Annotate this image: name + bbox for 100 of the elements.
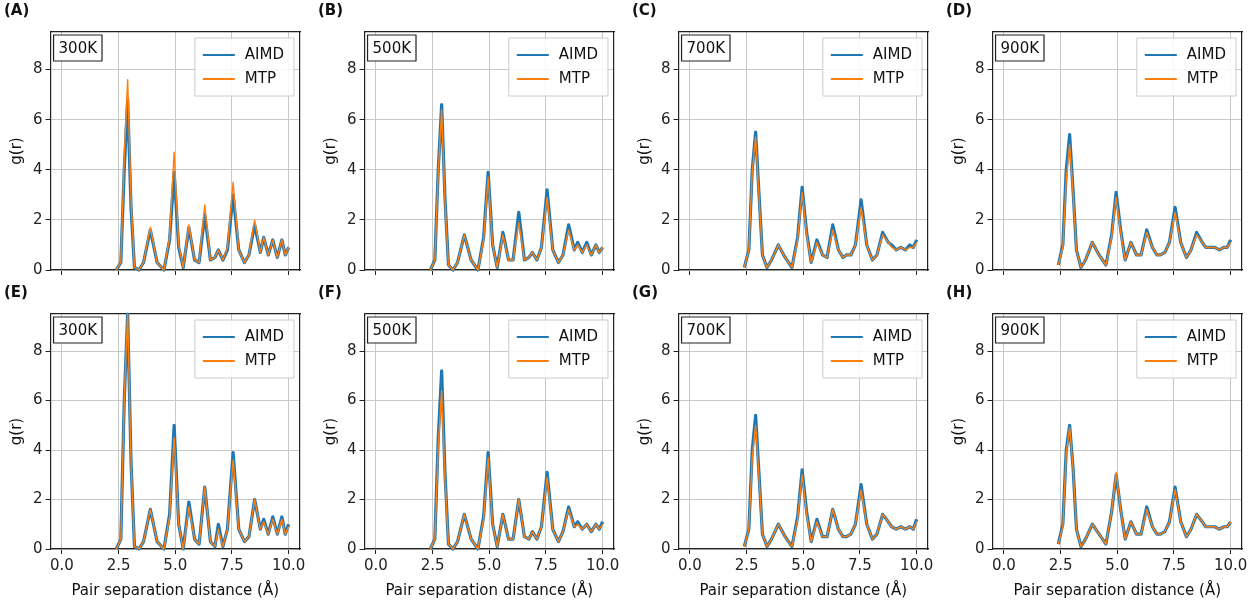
x-axis-title: Pair separation distance (Å) bbox=[699, 579, 908, 599]
y-tick-label: 4 bbox=[33, 439, 43, 458]
y-tick-label: 0 bbox=[661, 538, 671, 557]
annotation: 500K bbox=[372, 38, 413, 57]
x-tick-label: 7.5 bbox=[1162, 555, 1186, 574]
legend-label: AIMD bbox=[558, 326, 599, 345]
y-axis-title: g(r) bbox=[634, 137, 653, 165]
x-tick-label: 2.5 bbox=[734, 555, 759, 574]
legend-label: MTP bbox=[244, 68, 276, 87]
annotation: 700K bbox=[686, 38, 727, 57]
y-tick-label: 2 bbox=[975, 489, 985, 508]
chart-title: (G) bbox=[632, 282, 659, 301]
x-axis-title: Pair separation distance (Å) bbox=[71, 579, 280, 599]
y-tick-label: 8 bbox=[347, 341, 357, 359]
x-tick-label: 7.5 bbox=[534, 555, 558, 574]
y-tick-label: 0 bbox=[33, 259, 43, 278]
annotation: 500K bbox=[372, 320, 413, 339]
x-tick-label: 5.0 bbox=[163, 555, 188, 574]
y-tick-label: 6 bbox=[347, 109, 357, 128]
x-axis-title: Pair separation distance (Å) bbox=[385, 579, 594, 599]
annotation: 900K bbox=[1000, 38, 1041, 57]
legend-label: AIMD bbox=[244, 44, 285, 63]
annotation: 300K bbox=[58, 38, 99, 57]
legend-label: AIMD bbox=[872, 44, 913, 63]
y-tick-label: 8 bbox=[347, 59, 357, 78]
legend-label: MTP bbox=[1186, 68, 1218, 87]
y-tick-label: 0 bbox=[975, 259, 985, 278]
y-axis-title: g(r) bbox=[320, 417, 339, 446]
y-axis-title: g(r) bbox=[948, 417, 967, 446]
chart-title: (H) bbox=[946, 282, 973, 301]
x-tick-label: 0.0 bbox=[49, 555, 74, 574]
chart-title: (A) bbox=[4, 0, 30, 19]
x-tick-label: 10.0 bbox=[1213, 555, 1248, 574]
legend-label: MTP bbox=[558, 350, 590, 369]
y-tick-label: 8 bbox=[661, 59, 671, 78]
x-tick-label: 10.0 bbox=[271, 555, 306, 574]
chart-title: (B) bbox=[318, 0, 344, 19]
y-tick-label: 2 bbox=[347, 209, 357, 228]
y-tick-label: 6 bbox=[33, 390, 43, 409]
y-tick-label: 8 bbox=[33, 341, 43, 359]
x-tick-label: 7.5 bbox=[848, 555, 872, 574]
legend-label: AIMD bbox=[1186, 326, 1227, 345]
y-tick-label: 4 bbox=[661, 439, 671, 458]
y-axis-title: g(r) bbox=[6, 417, 25, 446]
x-tick-label: 2.5 bbox=[1048, 555, 1073, 574]
y-tick-label: 6 bbox=[33, 109, 43, 128]
y-tick-label: 6 bbox=[975, 109, 985, 128]
y-tick-label: 4 bbox=[975, 159, 985, 178]
chart-title: (C) bbox=[632, 0, 657, 19]
y-axis-title: g(r) bbox=[320, 137, 339, 165]
annotation: 300K bbox=[58, 320, 99, 339]
y-tick-label: 8 bbox=[975, 59, 985, 78]
x-tick-label: 5.0 bbox=[1105, 555, 1130, 574]
y-tick-label: 6 bbox=[661, 109, 671, 128]
y-tick-label: 8 bbox=[33, 59, 43, 78]
y-tick-label: 4 bbox=[661, 159, 671, 178]
x-tick-label: 10.0 bbox=[899, 555, 934, 574]
y-axis-title: g(r) bbox=[6, 137, 25, 165]
y-tick-label: 2 bbox=[33, 489, 43, 508]
y-tick-label: 0 bbox=[661, 259, 671, 278]
y-tick-label: 4 bbox=[33, 159, 43, 178]
chart-title: (D) bbox=[946, 0, 973, 19]
chart-title: (E) bbox=[4, 282, 28, 301]
legend-label: MTP bbox=[872, 350, 904, 369]
y-tick-label: 6 bbox=[975, 390, 985, 409]
legend-label: MTP bbox=[1186, 350, 1218, 369]
x-tick-label: 2.5 bbox=[106, 555, 131, 574]
x-tick-label: 0.0 bbox=[991, 555, 1016, 574]
y-tick-label: 2 bbox=[347, 489, 357, 508]
x-tick-label: 5.0 bbox=[477, 555, 502, 574]
y-tick-label: 0 bbox=[975, 538, 985, 557]
x-tick-label: 7.5 bbox=[220, 555, 244, 574]
chart-title: (F) bbox=[318, 282, 342, 301]
y-tick-label: 4 bbox=[347, 439, 357, 458]
y-tick-label: 2 bbox=[33, 209, 43, 228]
y-axis-title: g(r) bbox=[634, 417, 653, 446]
x-tick-label: 5.0 bbox=[791, 555, 816, 574]
y-tick-label: 0 bbox=[347, 259, 357, 278]
y-tick-label: 6 bbox=[347, 390, 357, 409]
y-tick-label: 4 bbox=[347, 159, 357, 178]
legend-label: AIMD bbox=[872, 326, 913, 345]
legend-label: MTP bbox=[244, 350, 276, 369]
legend-label: MTP bbox=[872, 68, 904, 87]
y-tick-label: 8 bbox=[975, 341, 985, 359]
legend-label: MTP bbox=[558, 68, 590, 87]
x-tick-label: 2.5 bbox=[420, 555, 445, 574]
y-tick-label: 0 bbox=[347, 538, 357, 557]
y-tick-label: 4 bbox=[975, 439, 985, 458]
x-axis-title: Pair separation distance (Å) bbox=[1013, 579, 1222, 599]
annotation: 700K bbox=[686, 320, 727, 339]
y-tick-label: 0 bbox=[33, 538, 43, 557]
y-tick-label: 2 bbox=[661, 209, 671, 228]
x-tick-label: 0.0 bbox=[677, 555, 702, 574]
y-tick-label: 6 bbox=[661, 390, 671, 409]
x-tick-label: 10.0 bbox=[585, 555, 620, 574]
y-tick-label: 2 bbox=[975, 209, 985, 228]
x-tick-label: 0.0 bbox=[363, 555, 388, 574]
y-axis-title: g(r) bbox=[948, 137, 967, 165]
y-tick-label: 2 bbox=[661, 489, 671, 508]
legend-label: AIMD bbox=[1186, 44, 1227, 63]
